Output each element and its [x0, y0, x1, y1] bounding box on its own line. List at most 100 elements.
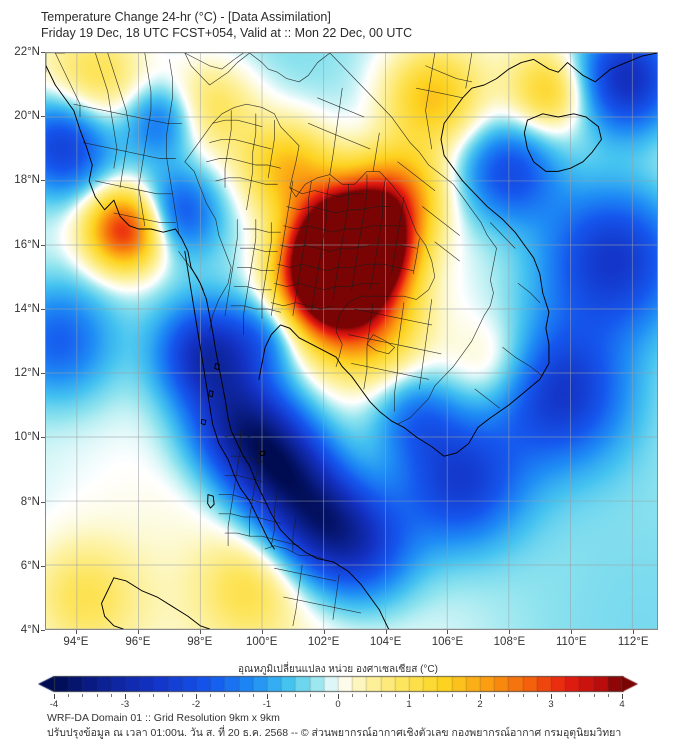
xtick-mark — [261, 630, 263, 634]
colorbar-minor-tick — [607, 694, 609, 697]
footer-block: WRF-DA Domain 01 :: Grid Resolution 9km … — [47, 711, 667, 741]
xtick-label: 110°E — [556, 636, 587, 648]
colorbar-tick-label: 4 — [619, 699, 625, 710]
colorbar-major-tick — [338, 694, 339, 699]
xtick-mark — [509, 630, 511, 634]
ytick-label: 12°N — [14, 367, 40, 380]
colorbar-tick-label: -4 — [49, 699, 59, 710]
colorbar-axis: -4 -3 -2 -1 0 1 2 3 4 — [38, 694, 638, 710]
colorbar-major-tick — [125, 694, 126, 699]
xtick-mark — [633, 630, 635, 634]
colorbar-minor-tick — [139, 694, 141, 697]
xtick-label: 108°E — [493, 636, 526, 648]
ytick-mark — [41, 565, 45, 567]
xtick-mark — [385, 630, 387, 634]
colorbar — [38, 674, 638, 694]
colorbar-gradient — [38, 674, 638, 694]
colorbar-tick-label: -2 — [191, 699, 201, 710]
ytick-label: 6°N — [20, 559, 40, 572]
xtick-mark — [137, 630, 139, 634]
colorbar-minor-tick — [210, 694, 212, 697]
colorbar-minor-tick — [536, 694, 538, 697]
xtick-mark — [199, 630, 201, 634]
xtick-label: 104°E — [369, 636, 402, 648]
colorbar-major-tick — [196, 694, 197, 699]
colorbar-minor-tick — [465, 694, 467, 697]
xtick-mark — [447, 630, 449, 634]
title-line-2: Friday 19 Dec, 18 UTC FCST+054, Valid at… — [41, 26, 413, 40]
ytick-mark — [41, 373, 45, 375]
title-line-1: Temperature Change 24-hr (°C) - [Data As… — [41, 10, 331, 24]
ytick-label: 10°N — [14, 431, 40, 444]
colorbar-minor-tick — [437, 694, 439, 697]
colorbar-minor-tick — [295, 694, 297, 697]
ytick-mark — [41, 630, 45, 631]
colorbar-tick-label: -1 — [262, 699, 272, 710]
colorbar-tick-label: 3 — [548, 699, 554, 710]
xtick-label: 102°E — [307, 636, 340, 648]
colorbar-minor-tick — [579, 694, 581, 697]
xtick-label: 100°E — [245, 636, 278, 648]
colorbar-tick-label: 2 — [477, 699, 483, 710]
colorbar-minor-tick — [110, 694, 112, 697]
ytick-mark — [41, 116, 45, 118]
xtick-label: 96°E — [125, 636, 151, 648]
colorbar-title: อุณหภูมิเปลี่ยนแปลง หน่วย องศาเซลเซียส (… — [238, 664, 438, 675]
xtick-mark — [75, 630, 77, 634]
ytick-mark — [41, 180, 45, 182]
colorbar-minor-tick — [82, 694, 84, 697]
colorbar-minor-tick — [181, 694, 183, 697]
colorbar-minor-tick — [167, 694, 169, 697]
xtick-mark — [571, 630, 573, 634]
colorbar-minor-tick — [494, 694, 496, 697]
ytick-label: 8°N — [20, 495, 40, 508]
map-plot-area — [45, 52, 658, 630]
colorbar-minor-tick — [565, 694, 567, 697]
ytick-label: 16°N — [14, 238, 40, 251]
ytick-label: 20°N — [14, 110, 40, 123]
colorbar-minor-tick — [238, 694, 240, 697]
colorbar-minor-tick — [323, 694, 325, 697]
footer-model-info: WRF-DA Domain 01 :: Grid Resolution 9km … — [47, 712, 280, 724]
colorbar-minor-tick — [366, 694, 368, 697]
colorbar-minor-tick — [508, 694, 510, 697]
footer-credit-thai: ปรับปรุงข้อมูล ณ เวลา 01:00น. วัน ส. ที่… — [47, 727, 622, 739]
colorbar-major-tick — [622, 694, 623, 699]
colorbar-major-tick — [551, 694, 552, 699]
colorbar-major-tick — [54, 694, 55, 699]
ytick-label: 14°N — [14, 302, 40, 315]
colorbar-tick-label: 0 — [335, 699, 341, 710]
xtick-label: 94°E — [63, 636, 89, 648]
colorbar-minor-tick — [423, 694, 425, 697]
ytick-label: 4°N — [20, 624, 40, 636]
colorbar-minor-tick — [68, 694, 70, 697]
ytick-label: 22°N — [14, 46, 40, 58]
chart-title-block: Temperature Change 24-hr (°C) - [Data As… — [41, 9, 641, 41]
ytick-mark — [41, 308, 45, 310]
xtick-mark — [323, 630, 325, 634]
colorbar-tick-label: -3 — [120, 699, 130, 710]
colorbar-minor-tick — [522, 694, 524, 697]
ytick-mark — [41, 244, 45, 246]
colorbar-minor-tick — [281, 694, 283, 697]
colorbar-minor-tick — [252, 694, 254, 697]
colorbar-minor-tick — [352, 694, 354, 697]
temperature-anomaly-field — [46, 53, 657, 629]
lat-lon-gridlines — [46, 53, 657, 629]
colorbar-minor-tick — [96, 694, 98, 697]
coastline-border-overlay — [46, 53, 657, 629]
colorbar-major-tick — [480, 694, 481, 699]
colorbar-minor-tick — [380, 694, 382, 697]
xtick-label: 106°E — [431, 636, 464, 648]
xtick-label: 112°E — [617, 636, 649, 648]
colorbar-major-tick — [267, 694, 268, 699]
colorbar-minor-tick — [593, 694, 595, 697]
colorbar-major-tick — [409, 694, 410, 699]
colorbar-minor-tick — [451, 694, 453, 697]
colorbar-tick-label: 1 — [406, 699, 412, 710]
ytick-mark — [41, 437, 45, 439]
ytick-mark — [41, 52, 45, 53]
ytick-label: 18°N — [14, 174, 40, 187]
xtick-label: 98°E — [187, 636, 213, 648]
colorbar-minor-tick — [224, 694, 226, 697]
